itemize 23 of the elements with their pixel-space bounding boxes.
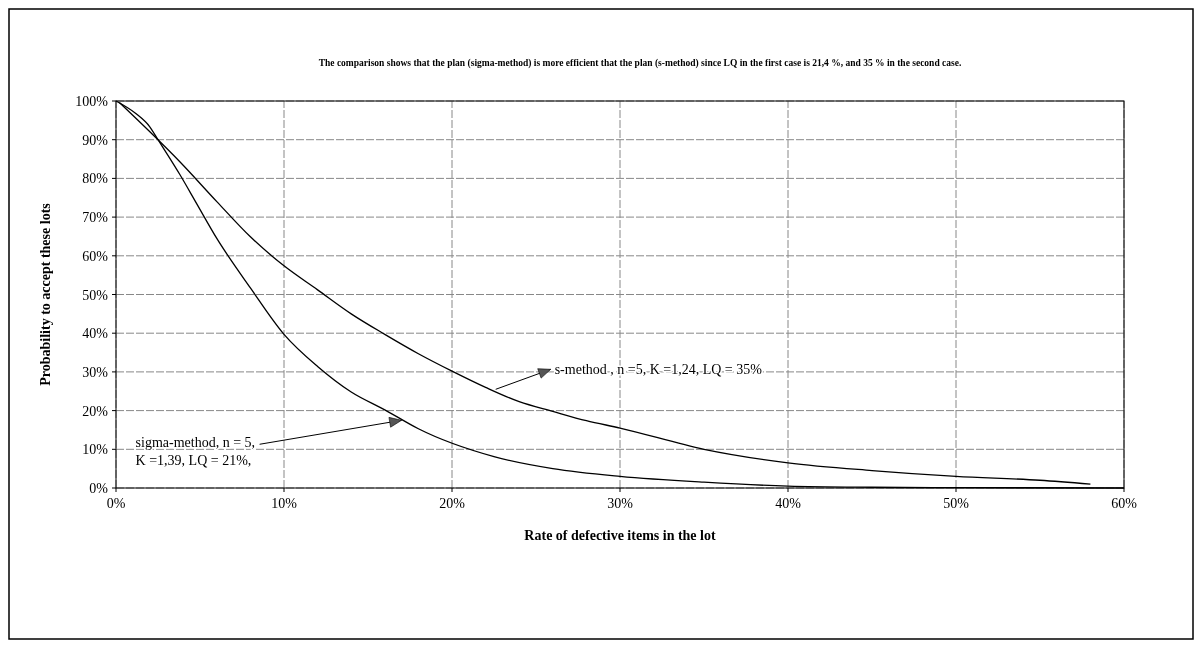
y-tick-label: 20% xyxy=(82,403,109,419)
y-tick-label: 30% xyxy=(82,364,109,380)
y-tick-label: 0% xyxy=(89,481,109,496)
x-tick-label: 50% xyxy=(943,496,970,511)
y-tick-label: 70% xyxy=(82,210,109,226)
y-tick-label: 90% xyxy=(82,132,109,148)
annotation: s-method , n =5, K =1,24, LQ = 35% xyxy=(554,362,763,378)
y-axis-title: Probability to accept these lots xyxy=(38,202,53,386)
x-tick-label: 40% xyxy=(775,496,802,511)
x-tick-label: 30% xyxy=(607,496,634,511)
chart-title: The comparison shows that the plan (sigma-method) is more efficient that the plan (s-method) since LQ in the first case is 21,4 %, and 35 % in the second case. xyxy=(318,58,962,69)
y-tick-label: 100% xyxy=(75,94,109,109)
x-tick-label: 20% xyxy=(439,496,466,511)
y-tick-label: 80% xyxy=(82,171,109,187)
y-tick-label: 50% xyxy=(82,287,109,303)
annotation: sigma-method, n = 5, K =1,39, LQ = 21%, xyxy=(135,435,256,469)
x-axis-title: Rate of defective items in the lot xyxy=(524,528,716,543)
x-tick-label: 0% xyxy=(106,496,126,511)
x-tick-label: 10% xyxy=(271,496,298,511)
y-tick-label: 60% xyxy=(82,248,109,264)
y-tick-label: 40% xyxy=(82,326,109,342)
x-tick-label: 60% xyxy=(1111,496,1138,511)
y-tick-label: 10% xyxy=(82,442,109,458)
